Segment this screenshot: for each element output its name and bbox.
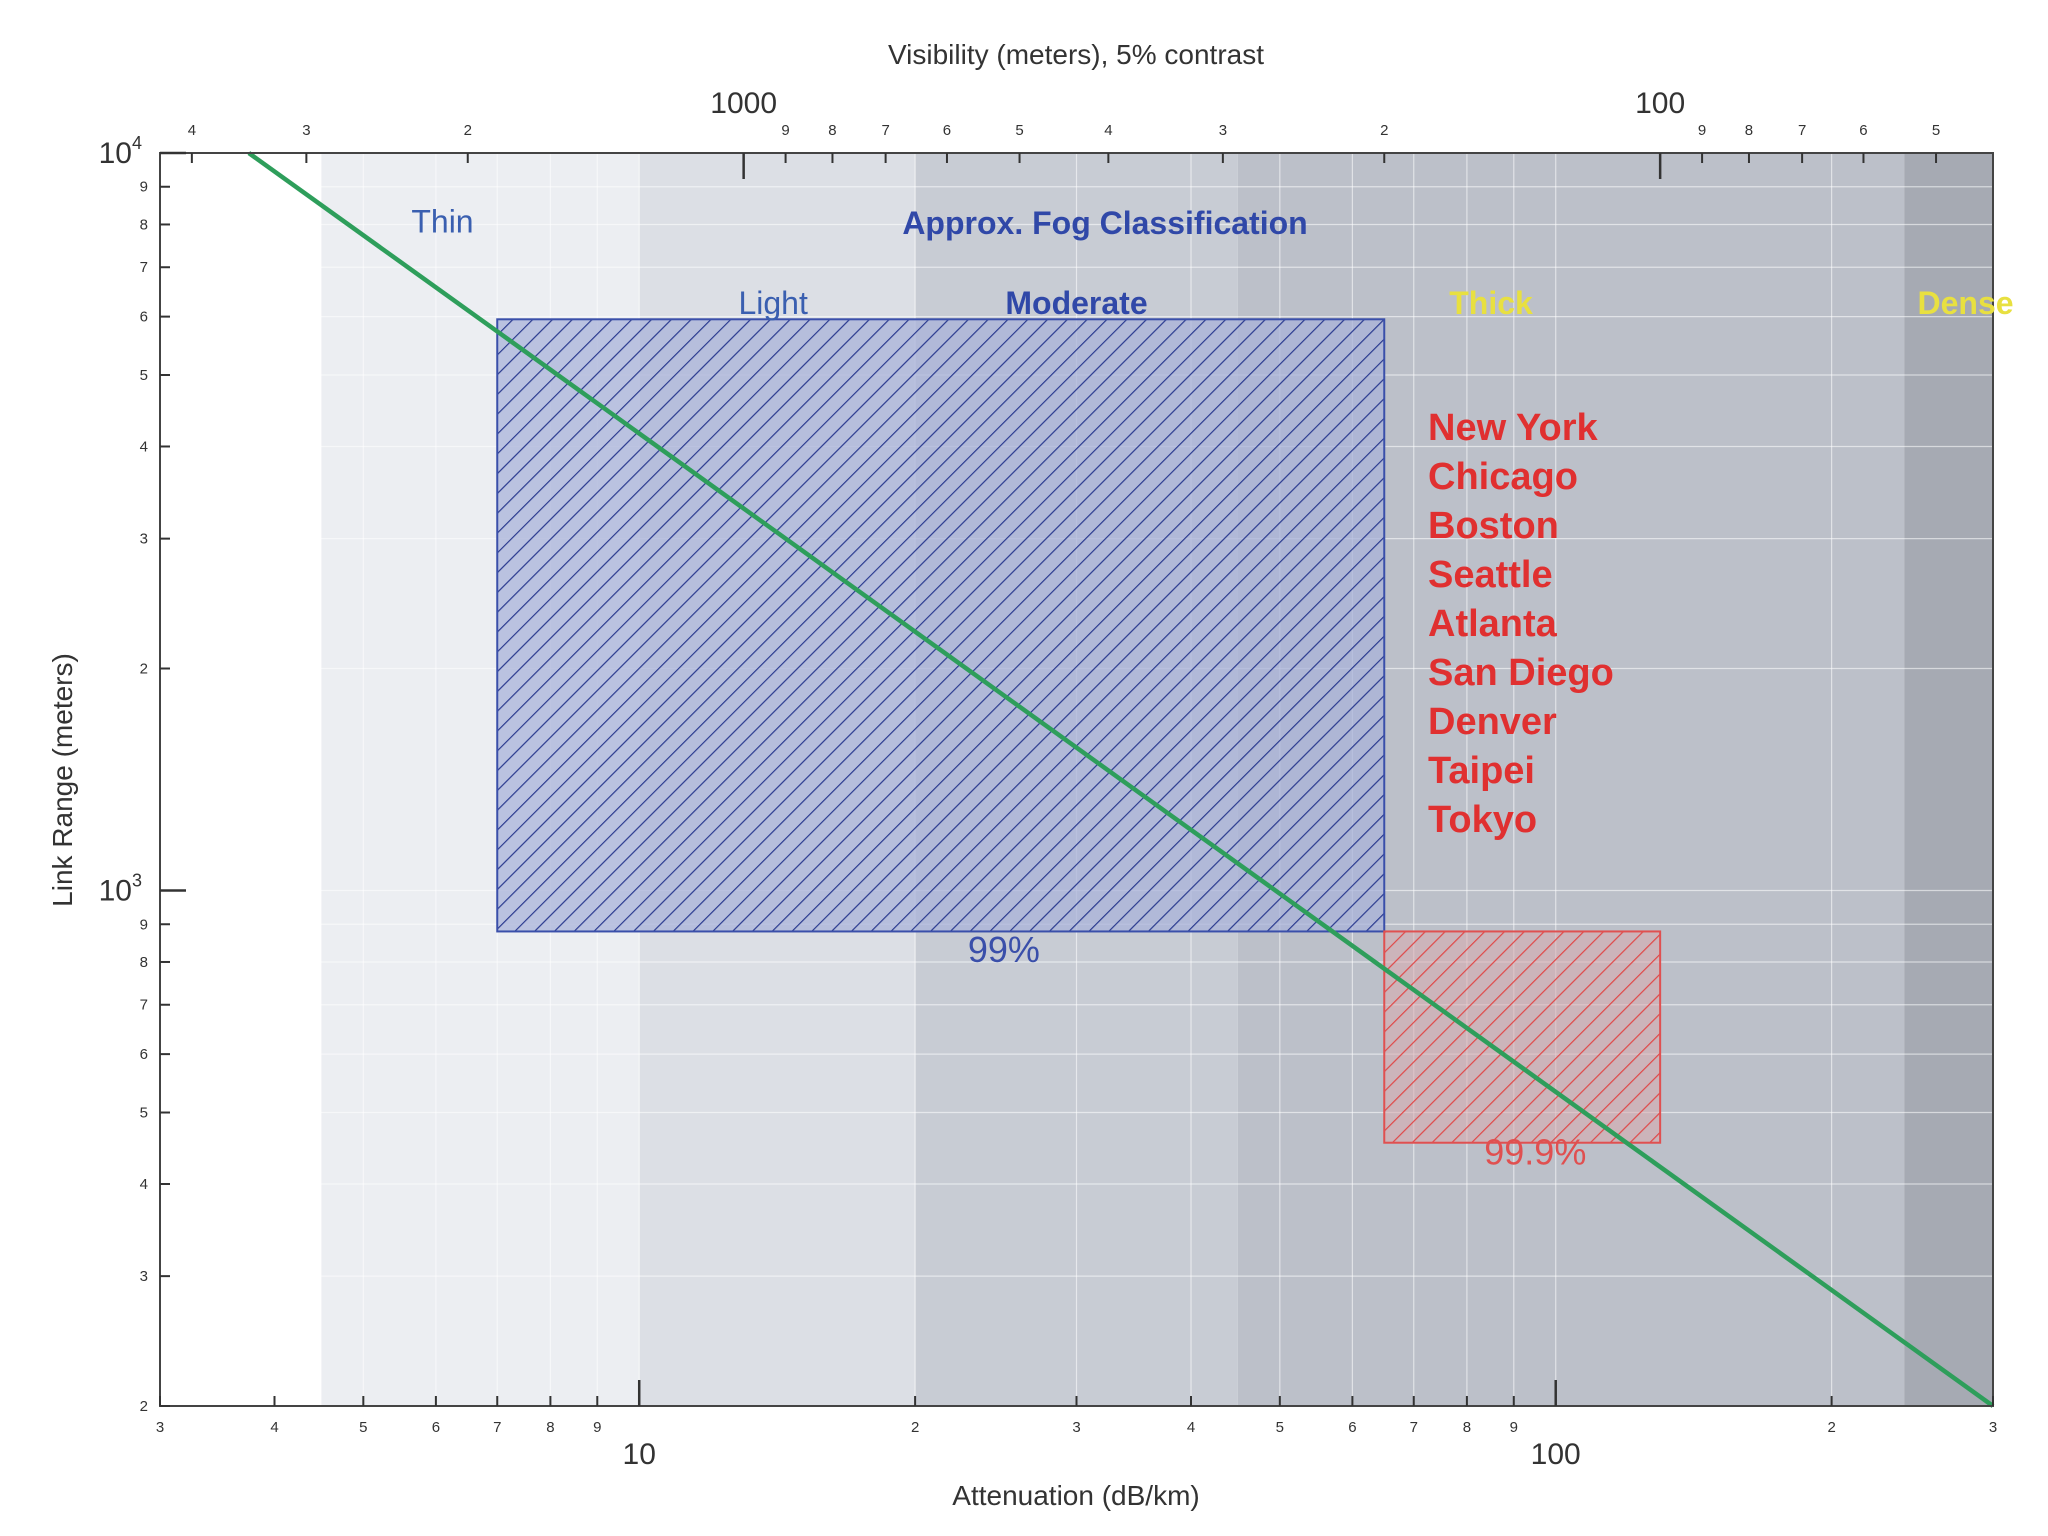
city-label: Seattle xyxy=(1428,554,1553,596)
city-label: San Diego xyxy=(1428,652,1614,694)
x-tick-label: 6 xyxy=(432,1419,440,1436)
top-tick-label: 6 xyxy=(943,122,951,139)
x-tick-label: 3 xyxy=(156,1419,164,1436)
x-tick-label: 3 xyxy=(1989,1419,1997,1436)
x-tick-label: 5 xyxy=(359,1419,367,1436)
y-tick-label: 2 xyxy=(140,1398,148,1415)
x-tick-label: 100 xyxy=(1531,1438,1581,1471)
city-list: New York Chicago Boston Seattle Atlanta … xyxy=(1428,407,1614,841)
reliability-region xyxy=(1383,930,1662,1144)
top-tick-label: 7 xyxy=(1798,122,1806,139)
x-tick-label: 10 xyxy=(623,1438,656,1471)
reliability-regions xyxy=(496,318,1662,1144)
x-tick-label: 7 xyxy=(493,1419,501,1436)
reliability-region xyxy=(496,318,1386,933)
y-tick-label: 2 xyxy=(140,660,148,677)
x-tick-label: 8 xyxy=(546,1419,554,1436)
y-tick-label: 3 xyxy=(140,1268,148,1285)
fog-class-label: Thick xyxy=(1449,285,1533,321)
x-tick-label: 2 xyxy=(911,1419,919,1436)
x-tick-label: 4 xyxy=(270,1419,278,1436)
fog-class-label: Dense xyxy=(1918,285,2014,321)
top-tick-label: 8 xyxy=(828,122,836,139)
y-tick-label: 4 xyxy=(140,1176,148,1193)
top-tick-label: 3 xyxy=(302,122,310,139)
top-tick-label: 2 xyxy=(1380,122,1388,139)
y-tick-label: 9 xyxy=(140,179,148,196)
city-label: Boston xyxy=(1428,505,1559,547)
fog-class-label: Moderate xyxy=(1005,285,1147,321)
fog-class-label: Thin xyxy=(411,204,473,240)
top-tick-label: 4 xyxy=(1104,122,1112,139)
fog-class-label: Light xyxy=(738,285,808,321)
city-label: Atlanta xyxy=(1428,603,1558,645)
y-tick-label: 5 xyxy=(140,1105,148,1122)
city-label: Denver xyxy=(1428,701,1557,743)
x-tick-label: 9 xyxy=(593,1419,601,1436)
x-tick-label: 5 xyxy=(1276,1419,1284,1436)
fog-band xyxy=(1904,153,1993,1406)
top-tick-label: 6 xyxy=(1859,122,1867,139)
chart-labels: 99% 99.9% Thin Light Moderate Thick Dense xyxy=(411,204,2013,1173)
y-tick-label: 6 xyxy=(140,309,148,326)
top-tick-label: 1000 xyxy=(710,87,777,120)
y-tick-label: 4 xyxy=(140,438,148,455)
top-tick-label: 9 xyxy=(1698,122,1706,139)
top-tick-label: 8 xyxy=(1745,122,1753,139)
y-tick-label: 8 xyxy=(140,954,148,971)
top-tick-label: 3 xyxy=(1219,122,1227,139)
top-tick-label: 100 xyxy=(1635,87,1685,120)
region-label: 99.9% xyxy=(1484,1132,1586,1173)
top-tick-label: 2 xyxy=(464,122,472,139)
fog-classification-title: Approx. Fog Classification xyxy=(902,205,1307,241)
city-label: Chicago xyxy=(1428,456,1578,498)
y-tick-label: 9 xyxy=(140,916,148,933)
series-line xyxy=(247,151,1995,1408)
top-tick-label: 9 xyxy=(781,122,789,139)
x-tick-label: 6 xyxy=(1348,1419,1356,1436)
y-tick-label: 5 xyxy=(140,367,148,384)
x-tick-label: 3 xyxy=(1072,1419,1080,1436)
y-tick-label: 7 xyxy=(140,997,148,1014)
city-label: New York xyxy=(1428,407,1599,449)
y-tick-label: 8 xyxy=(140,216,148,233)
top-tick-label: 5 xyxy=(1932,122,1940,139)
y-tick-label: 7 xyxy=(140,259,148,276)
y-tick-label: 104 xyxy=(99,133,142,170)
y-axis-title: Link Range (meters) xyxy=(47,653,78,907)
x-tick-label: 2 xyxy=(1827,1419,1835,1436)
city-label: Taipei xyxy=(1428,750,1535,792)
y-tick-label: 103 xyxy=(99,871,142,908)
y-tick-label: 6 xyxy=(140,1046,148,1063)
x-axis-title: Attenuation (dB/km) xyxy=(952,1480,1199,1511)
x-tick-label: 7 xyxy=(1410,1419,1418,1436)
x-tick-label: 9 xyxy=(1510,1419,1518,1436)
x-tick-label: 4 xyxy=(1187,1419,1195,1436)
top-tick-label: 4 xyxy=(188,122,196,139)
x-tick-label: 8 xyxy=(1463,1419,1471,1436)
top-tick-label: 5 xyxy=(1015,122,1023,139)
y-tick-label: 3 xyxy=(140,531,148,548)
city-label: Tokyo xyxy=(1428,799,1537,841)
top-tick-label: 7 xyxy=(881,122,889,139)
series-lines xyxy=(247,151,1995,1408)
top-axis-title: Visibility (meters), 5% contrast xyxy=(888,39,1264,70)
region-label: 99% xyxy=(968,929,1040,970)
